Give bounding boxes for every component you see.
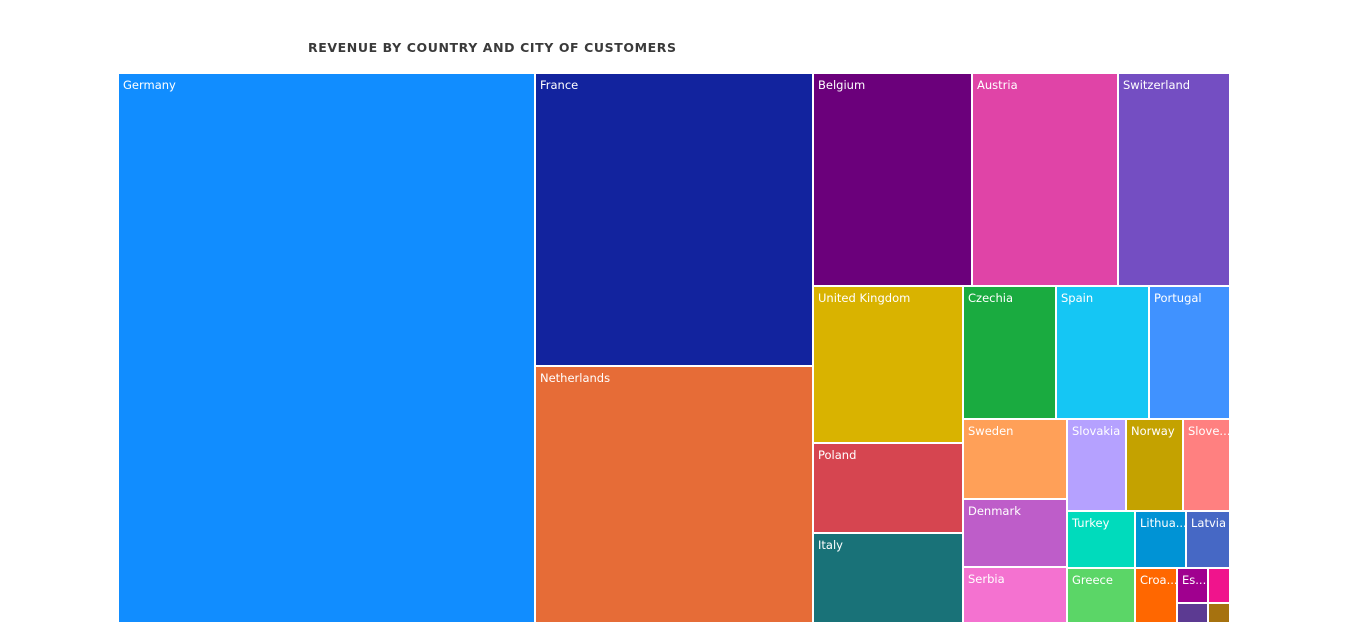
treemap-label-serbia: Serbia	[968, 572, 1005, 586]
treemap-label-lithua: Lithua...	[1140, 516, 1187, 530]
treemap-tile-lithua[interactable]	[1136, 512, 1185, 567]
treemap-tile-tile-26[interactable]	[1209, 604, 1229, 622]
treemap-label-netherlands: Netherlands	[540, 371, 610, 385]
treemap-tile-netherlands[interactable]	[536, 367, 812, 622]
treemap-tile-poland[interactable]	[814, 444, 962, 532]
chart-title: REVENUE BY COUNTRY AND CITY OF CUSTOMERS	[308, 40, 677, 55]
treemap-label-united-kingdom: United Kingdom	[818, 291, 910, 305]
treemap-label-denmark: Denmark	[968, 504, 1021, 518]
treemap-tile-germany[interactable]	[119, 74, 534, 622]
treemap-label-belgium: Belgium	[818, 78, 865, 92]
treemap-tile-slove[interactable]	[1184, 420, 1229, 510]
treemap-label-slovakia: Slovakia	[1072, 424, 1120, 438]
treemap-tile-italy[interactable]	[814, 534, 962, 622]
treemap-label-es: Es...	[1182, 573, 1206, 587]
treemap-tile-belgium[interactable]	[814, 74, 971, 285]
treemap-label-turkey: Turkey	[1071, 516, 1110, 530]
treemap-tile-es[interactable]	[1178, 569, 1207, 602]
treemap-label-spain: Spain	[1061, 291, 1093, 305]
treemap-label-germany: Germany	[123, 78, 176, 92]
treemap-label-portugal: Portugal	[1154, 291, 1202, 305]
treemap-tile-united-kingdom[interactable]	[814, 287, 962, 442]
treemap-label-austria: Austria	[977, 78, 1018, 92]
treemap-label-france: France	[540, 78, 578, 92]
treemap-label-italy: Italy	[818, 538, 843, 552]
treemap-tile-tile-25[interactable]	[1178, 604, 1207, 622]
treemap-tile-spain[interactable]	[1057, 287, 1148, 418]
treemap-tile-tile-24[interactable]	[1209, 569, 1229, 602]
treemap-tile-greece[interactable]	[1068, 569, 1134, 622]
treemap-tile-norway[interactable]	[1127, 420, 1182, 510]
treemap-label-latvia: Latvia	[1191, 516, 1226, 530]
treemap-tile-denmark[interactable]	[964, 500, 1066, 566]
treemap-tile-croa[interactable]	[1136, 569, 1176, 622]
treemap-label-czechia: Czechia	[968, 291, 1013, 305]
treemap-tile-portugal[interactable]	[1150, 287, 1229, 418]
treemap-tile-slovakia[interactable]	[1068, 420, 1125, 510]
treemap-label-switzerland: Switzerland	[1123, 78, 1190, 92]
treemap-tile-latvia[interactable]	[1187, 512, 1229, 567]
treemap-label-sweden: Sweden	[968, 424, 1013, 438]
treemap-tile-austria[interactable]	[973, 74, 1117, 285]
treemap-label-croa: Croa...	[1140, 573, 1178, 587]
treemap-tile-sweden[interactable]	[964, 420, 1066, 498]
treemap-tile-france[interactable]	[536, 74, 812, 365]
treemap-label-slove: Slove...	[1188, 424, 1230, 438]
treemap-tile-serbia[interactable]	[964, 568, 1066, 622]
treemap-label-greece: Greece	[1072, 573, 1113, 587]
treemap-tile-switzerland[interactable]	[1119, 74, 1229, 285]
treemap-label-poland: Poland	[818, 448, 856, 462]
treemap-label-norway: Norway	[1131, 424, 1175, 438]
treemap-tile-turkey[interactable]	[1068, 512, 1134, 567]
treemap-tile-czechia[interactable]	[964, 287, 1055, 418]
